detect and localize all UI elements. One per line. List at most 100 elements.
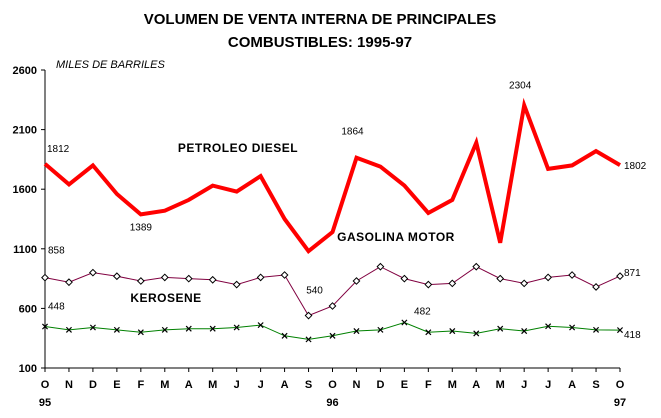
data-point <box>89 268 97 277</box>
data-point <box>65 278 73 287</box>
data-point <box>280 271 289 279</box>
x-tick-label: J <box>234 379 240 391</box>
data-point <box>136 277 145 285</box>
x-tick-label: A <box>281 379 289 391</box>
y-axis-ticks: 100 600 1100 1600 2100 2600 <box>13 65 45 375</box>
x-tick-label: O <box>328 379 337 391</box>
data-label: 1802 <box>624 161 647 172</box>
data-point <box>41 273 49 282</box>
data-point <box>160 273 169 282</box>
data-labels: 1812 1389 1864 2304 1802 858 540 871 448 482 418 <box>47 80 647 341</box>
data-point <box>521 328 528 335</box>
x-tick-label: J <box>521 379 527 391</box>
series-name-label: GASOLINA MOTOR <box>337 230 455 244</box>
data-point <box>185 325 192 332</box>
data-point <box>65 326 72 333</box>
x-tick-label: S <box>592 379 599 391</box>
data-point <box>448 279 457 288</box>
x-tick-label: M <box>448 379 457 391</box>
data-point <box>305 336 312 343</box>
x-tick-label: O <box>41 379 50 391</box>
data-point <box>89 324 96 331</box>
chart-title-line2: COMBUSTIBLES: 1995-97 <box>228 34 412 51</box>
data-point <box>328 302 337 310</box>
data-point <box>449 328 456 335</box>
data-point <box>424 280 433 289</box>
data-point <box>352 277 361 285</box>
x-tick-label: D <box>376 379 384 391</box>
data-label: 1812 <box>47 144 70 155</box>
x-tick-label: M <box>160 379 169 391</box>
x-tick-label: N <box>65 379 73 391</box>
unit-label: MILES DE BARRILES <box>56 59 165 71</box>
data-point <box>137 329 144 336</box>
x-year-label: 96 <box>326 397 338 409</box>
x-tick-label: N <box>352 379 360 391</box>
data-label: 1389 <box>130 222 153 233</box>
data-point <box>568 271 576 279</box>
series-markers <box>41 262 624 343</box>
data-point <box>184 274 193 283</box>
x-axis-ticks: O N D E F M A M J J A S O N D E F M A M J J A S O 95 96 97 <box>39 368 626 409</box>
x-tick-label: A <box>472 379 480 391</box>
data-point <box>400 274 409 283</box>
data-point <box>41 323 49 330</box>
y-tick-label: 2100 <box>13 125 37 137</box>
data-point <box>473 330 480 337</box>
data-point <box>425 329 432 336</box>
data-point <box>616 327 624 334</box>
data-point <box>304 311 313 320</box>
data-label: 540 <box>306 286 323 297</box>
data-point <box>257 322 264 329</box>
data-label: 1864 <box>341 127 364 138</box>
data-point <box>232 280 241 289</box>
data-point <box>593 326 600 333</box>
data-point <box>569 324 576 331</box>
data-point <box>592 283 600 291</box>
data-label: 858 <box>48 246 65 257</box>
x-tick-label: E <box>113 379 120 391</box>
series-labels: PETROLEO DIESEL GASOLINA MOTOR KEROSENE <box>130 141 455 305</box>
data-point <box>376 262 385 271</box>
axes <box>44 70 620 369</box>
data-point <box>544 273 553 282</box>
x-tick-label: M <box>208 379 217 391</box>
x-tick-label: A <box>185 379 193 391</box>
x-tick-label: O <box>616 379 625 391</box>
x-tick-label: S <box>305 379 312 391</box>
data-point <box>377 326 384 333</box>
y-tick-label: 100 <box>19 363 37 375</box>
series-line <box>44 321 621 340</box>
data-point <box>281 332 288 339</box>
y-tick-label: 1600 <box>13 184 37 196</box>
data-point <box>353 328 360 335</box>
x-tick-label: E <box>401 379 408 391</box>
x-tick-label: F <box>425 379 432 391</box>
x-tick-label: F <box>137 379 144 391</box>
data-point <box>256 273 265 282</box>
x-tick-label: J <box>258 379 264 391</box>
series-line <box>43 97 622 255</box>
chart-title-line1: VOLUMEN DE VENTA INTERNA DE PRINCIPALES <box>144 11 497 28</box>
data-point <box>209 325 216 332</box>
x-tick-label: M <box>496 379 505 391</box>
y-tick-label: 600 <box>19 303 37 315</box>
data-point <box>329 332 336 339</box>
data-point <box>472 262 481 271</box>
x-year-label: 97 <box>614 397 626 409</box>
y-tick-label: 2600 <box>13 65 37 77</box>
data-point <box>520 279 529 288</box>
data-point <box>497 325 504 332</box>
data-label: 2304 <box>509 80 532 91</box>
data-point <box>112 272 121 281</box>
data-point <box>616 272 624 281</box>
x-year-label: 95 <box>39 397 51 409</box>
x-tick-label: J <box>545 379 551 391</box>
data-point <box>161 326 168 333</box>
data-label: 482 <box>414 306 431 317</box>
data-label: 448 <box>48 302 65 313</box>
data-point <box>545 323 552 330</box>
data-point <box>496 274 505 283</box>
x-tick-label: A <box>568 379 576 391</box>
